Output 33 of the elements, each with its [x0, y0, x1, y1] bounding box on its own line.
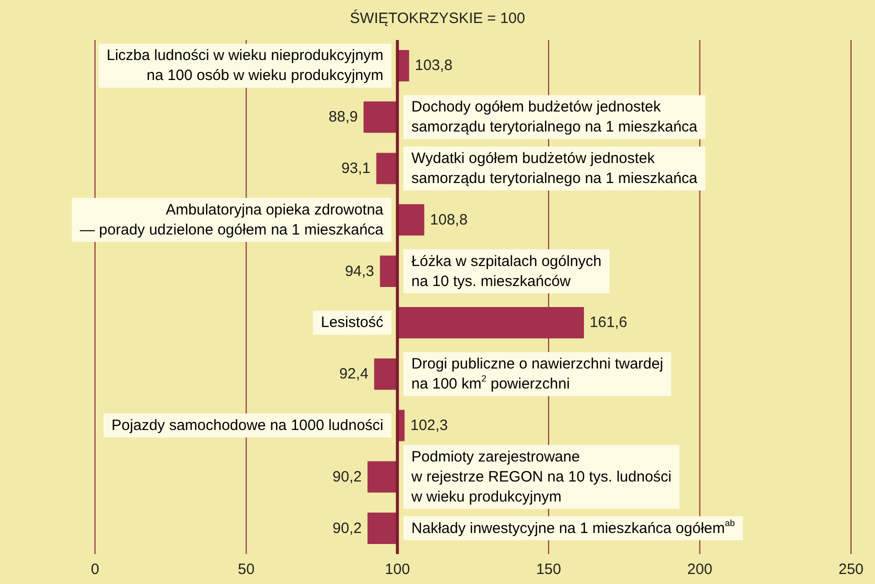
y-tick-label: Dochody ogółem budżetów jednostek samorządu terytorialnego na 1 mieszkańca — [411, 98, 698, 136]
data-label: 103,8 — [414, 57, 452, 74]
x-tick-label: 150 — [536, 561, 562, 578]
x-tick-label: 250 — [838, 561, 864, 578]
data-label: 108,8 — [430, 211, 468, 228]
bar — [368, 461, 398, 493]
x-tick-label: 0 — [90, 561, 100, 578]
bar — [380, 256, 398, 287]
data-label: 90,2 — [332, 520, 362, 537]
y-tick-label: Ambulatoryjna opieka zdrowotna — porady udzielone ogółem na 1 mieszkańca — [80, 201, 384, 238]
x-tick-label: 100 — [384, 561, 410, 578]
bar — [397, 204, 424, 236]
y-tick-label: Podmioty zarejestrowane w rejestrze REGON na 10 tys. ludności w wieku produkcyjnym — [410, 448, 672, 506]
x-tick-label: 200 — [687, 561, 712, 578]
x-tick-label: 50 — [238, 561, 255, 578]
y-tick-label: Wydatki ogółem budżetów jednostek samorządu terytorialnego na 1 mieszkańca — [411, 150, 698, 187]
y-tick-label: Lesistość — [320, 314, 384, 332]
data-label: 93,1 — [341, 160, 371, 177]
chart-title: ŚWIĘTOKRZYSKIE = 100 — [350, 9, 526, 27]
bar — [397, 307, 584, 338]
data-label: 92,4 — [339, 366, 368, 383]
data-label: 102,3 — [410, 417, 448, 434]
y-tick-label: Łóżka w szpitalach ogólnych na 10 tys. mieszkańców — [411, 252, 602, 290]
data-label: 161,6 — [590, 314, 628, 332]
data-label: 90,2 — [332, 468, 362, 486]
data-label: 88,9 — [328, 108, 358, 126]
y-tick-label: Pojazdy samochodowe na 1000 ludności — [112, 417, 384, 434]
y-tick-label: Liczba ludności w wieku nieprodukcyjnym na 100 osób w wieku produkcyjnym — [106, 47, 384, 84]
bar — [364, 101, 398, 133]
bar — [376, 152, 398, 184]
data-label: 94,3 — [344, 262, 374, 280]
bar — [374, 358, 398, 390]
bar — [368, 512, 398, 544]
